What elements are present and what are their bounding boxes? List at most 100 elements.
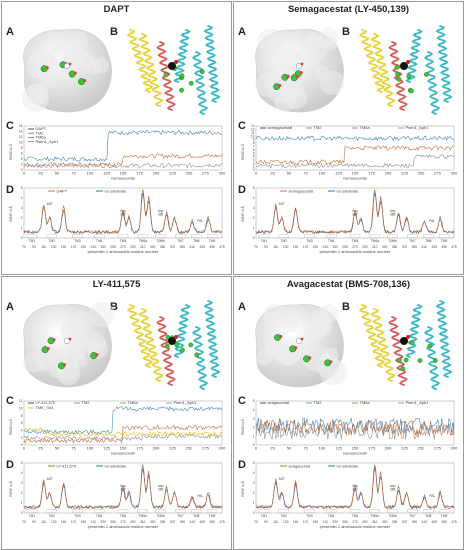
- tm-segment-label: TM6a: [371, 514, 379, 518]
- tm-segment-label: TM1: [261, 239, 268, 243]
- rmsf-xtick: 390: [180, 245, 186, 249]
- rmsf-peak-label: 385: [158, 213, 164, 217]
- rmsf-xtick: 170: [71, 245, 77, 249]
- rmsf-peak-label: Asp: [158, 209, 164, 213]
- rmsf-ytick: 4: [253, 196, 255, 200]
- rmsd-ytick: 6: [253, 148, 255, 152]
- rmsf-xtick: 290: [362, 520, 368, 524]
- rmsf-xtick: 330: [150, 520, 156, 524]
- rmsf-ytick: 1: [253, 501, 255, 505]
- rmsf-ytick: 0: [253, 236, 255, 240]
- rmsd-ytick: 8: [253, 141, 255, 145]
- rmsf-xtick: 90: [32, 520, 36, 524]
- tm-segment-label: TM2: [281, 514, 288, 518]
- rmsd-ytick: 5: [253, 151, 255, 155]
- rmsf-xtick: 230: [333, 520, 339, 524]
- rmsf-xtick: 90: [264, 245, 268, 249]
- panel-ly411575: LY-411,575 A B C D 0 2 4 6 8 10 12 RMSD in Å 0 25 50 75 1…: [1, 276, 232, 550]
- rmsf-xtick: 455: [441, 245, 447, 249]
- rmsf-peak-label: Asp: [120, 484, 126, 488]
- rmsd-xtick: 300: [451, 171, 458, 176]
- rmsf-xtick: 210: [323, 245, 329, 249]
- rmsd-xtick: 175: [136, 446, 143, 451]
- rmsf-xtick: 390: [412, 245, 418, 249]
- subpanel-label-a: A: [238, 26, 246, 38]
- rmsd-xtick: 25: [270, 171, 275, 176]
- rmsf-xtick: 150: [61, 245, 67, 249]
- rmsd-xtick: 300: [219, 446, 226, 451]
- rmsd-xtick: 200: [385, 171, 392, 176]
- rmsf-xtick: 270: [352, 245, 358, 249]
- rmsf-peak-label: Asp: [120, 209, 126, 213]
- rmsf-trace-nosubstrate: [255, 467, 455, 510]
- rmsd-xtick: 250: [186, 171, 193, 176]
- rmsf-ytick: 2: [253, 491, 255, 495]
- tm-segment-label: TM1: [29, 239, 36, 243]
- rmsf-xtick: 475: [219, 245, 225, 249]
- rmsd-ytick: 1: [253, 434, 255, 438]
- rmsd-xtick: 250: [418, 446, 425, 451]
- rmsd-ytick: 2: [21, 163, 23, 167]
- rmsf-xtick: 250: [342, 520, 348, 524]
- rmsd-ytick: 2: [21, 436, 23, 440]
- protein-surface-image: [23, 301, 115, 388]
- rmsf-xtick: 250: [110, 245, 116, 249]
- rmsf-peak-label: PAL: [197, 494, 203, 498]
- rmsf-xtick: 250: [110, 520, 116, 524]
- rmsf-ytick: 0: [253, 511, 255, 515]
- tm-segment-label: TM7: [177, 239, 184, 243]
- rmsf-peak-label: PAL: [429, 494, 435, 498]
- rmsd-legend-entry: Psen1_Aph1: [36, 139, 60, 144]
- rmsf-xtick: 150: [61, 520, 67, 524]
- tm-segment-label: TM7: [177, 514, 184, 518]
- rmsf-xtick: 190: [81, 520, 87, 524]
- rmsf-xtick: 410: [422, 520, 428, 524]
- tm-segment-label: TM9: [209, 239, 216, 243]
- rmsd-legend-entry: Psen1_Aph1: [174, 400, 198, 405]
- rmsd-ylabel: RMSD in Å: [8, 143, 13, 160]
- rmsf-chart: RMSF in Å 0 1 2 3 4 5 70 90 110 130 150 170 190 210 230…: [8, 461, 225, 529]
- rmsd-ytick: 4: [21, 157, 23, 161]
- subpanel-label-d: D: [238, 459, 246, 471]
- rmsd-ytick: 8: [21, 414, 23, 418]
- rmsf-xtick: 350: [392, 245, 398, 249]
- rmsf-xtick: 270: [352, 520, 358, 524]
- tm-segment-label: TM8: [425, 239, 432, 243]
- rmsd-xtick: 100: [87, 171, 94, 176]
- rmsd-ytick: 4: [21, 429, 23, 433]
- rmsf-xtick: 110: [273, 520, 278, 524]
- rmsf-legend-entry: no substrate: [337, 463, 360, 468]
- rmsf-xtick: 190: [313, 520, 319, 524]
- rmsd-xtick: 275: [434, 446, 441, 451]
- rmsd-xtick: 175: [368, 446, 375, 451]
- tm-segment-label: TM1: [29, 514, 36, 518]
- rmsf-xtick: 310: [140, 245, 146, 249]
- rmsd-trace: [23, 406, 223, 435]
- rmsf-xtick: 110: [41, 520, 46, 524]
- rmsd-trace: [23, 426, 223, 437]
- rmsd-xtick: 150: [352, 446, 359, 451]
- rmsf-trace-nosubstrate: [23, 192, 223, 235]
- rmsf-xtick: 210: [91, 245, 97, 249]
- rmsf-xtick: 170: [71, 520, 77, 524]
- rmsd-legend-entry: TM6a: [128, 400, 139, 405]
- rmsf-peak-label: Asp: [390, 209, 396, 213]
- subpanel-label-a: A: [238, 301, 246, 313]
- rmsd-xtick: 0: [23, 171, 26, 176]
- rmsf-xtick: 290: [362, 245, 368, 249]
- rmsd-trace: [23, 424, 223, 444]
- subpanel-label-c: C: [6, 395, 14, 407]
- rmsf-chart: RMSF in Å 0 1 2 3 4 5 70 90 110 130 150 170 190 210 230…: [240, 186, 457, 254]
- subpanel-label-b: B: [110, 26, 118, 38]
- rmsd-xtick: 75: [303, 171, 308, 176]
- rmsd-ylabel: RMSD in Å: [8, 418, 13, 435]
- rmsf-xtick: 110: [41, 245, 46, 249]
- rmsf-peak-label: Asp: [352, 484, 358, 488]
- rmsf-peak-label: 257: [352, 213, 358, 217]
- rmsd-xtick: 275: [434, 171, 441, 176]
- rmsd-xtick: 125: [103, 171, 110, 176]
- rmsd-xtick: 25: [270, 446, 275, 451]
- rmsd-xlabel: nanoseconds: [111, 176, 135, 181]
- rmsf-xtick: 330: [382, 245, 388, 249]
